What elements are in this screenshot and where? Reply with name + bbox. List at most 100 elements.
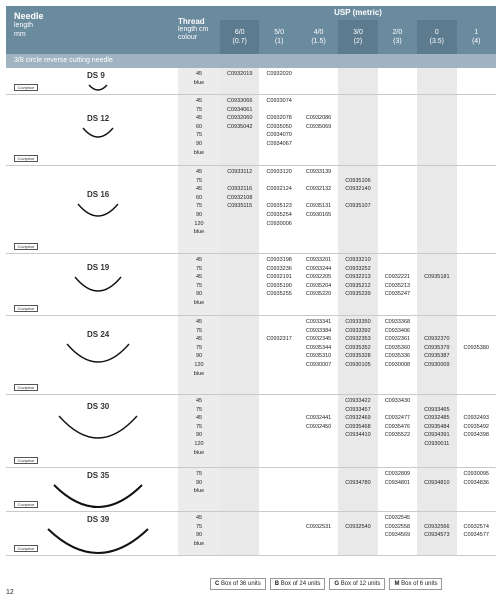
product-code: C0934061 <box>227 106 253 113</box>
product-code: C0932140 <box>345 186 371 193</box>
thread-sub-colour: colour <box>178 34 198 41</box>
needle-row: DS 12 Coviprice 45 75 45 60 75 90 blue C0933066 C0… <box>6 95 496 166</box>
usp-cell: C0933198 C0933236 C0932191 C0935190 C0935255 <box>259 254 298 315</box>
legend-letter: G <box>334 581 340 587</box>
product-code: C0930008 <box>384 361 411 368</box>
needle-header: Needle length mm <box>14 11 44 39</box>
usp-cell <box>457 95 496 165</box>
thread-value: 45 <box>195 169 203 175</box>
product-code: C0932108 <box>227 194 253 201</box>
legend-letter: C <box>215 581 220 587</box>
product-code: C0933422 <box>345 398 371 404</box>
product-code <box>259 106 298 115</box>
product-code <box>457 406 496 415</box>
usp-cell: C0932545 C0932558 C0934569 <box>378 512 417 555</box>
usp-title: USP (metric) <box>334 8 382 17</box>
usp-column-0: 6/0 (0.7) <box>220 20 260 54</box>
product-code: C0930006 <box>266 220 292 227</box>
product-code: C0935131 <box>305 203 332 210</box>
product-code: C0934070 <box>266 132 292 139</box>
needle-cell: DS 9 Coviprice <box>6 68 178 94</box>
product-code <box>259 194 298 203</box>
thread-value: 120 <box>194 440 204 447</box>
product-code: C0933457 <box>345 406 371 413</box>
catalog-page: Needle length mm Thread length cm colour… <box>6 6 496 556</box>
thread-value: blue <box>193 449 205 456</box>
product-code: C0935069 <box>305 123 332 130</box>
product-code: C0930095 <box>463 471 489 477</box>
product-code <box>338 470 377 479</box>
product-code: C0935123 <box>266 203 292 210</box>
needle-row: DS 24 Coviprice 45 75 45 75 90 120 blue C0932317… <box>6 316 496 395</box>
needle-curve-icon <box>77 203 119 217</box>
product-code: C0933201 <box>305 257 332 263</box>
product-code: C0935360 <box>384 344 411 351</box>
coviprice-logo: Coviprice <box>14 243 38 250</box>
usp-column-6: 1 (4) <box>457 20 496 54</box>
legend-item: G Box of 12 units <box>329 578 386 590</box>
thread-value: 90 <box>195 532 203 539</box>
usp-cell <box>457 68 496 94</box>
thread-value: 75 <box>195 523 203 530</box>
thread-title: Thread <box>178 17 205 26</box>
product-code: C0932345 <box>305 336 332 343</box>
product-code: C0932469 <box>345 415 371 422</box>
needle-curve-icon <box>53 484 143 508</box>
product-code: C0935492 <box>463 423 489 430</box>
product-code: C0934836 <box>463 479 489 486</box>
product-code: C0935220 <box>305 291 332 298</box>
product-code: C0935468 <box>345 423 371 430</box>
product-code: C0932370 <box>424 336 450 343</box>
needle-row: DS 9 Coviprice 45 blue C0932019 C0932020 <box>6 68 496 95</box>
usp-metric: (0.7) <box>232 38 247 45</box>
product-code <box>299 106 338 115</box>
product-code <box>457 397 496 406</box>
usp-cell <box>378 95 417 165</box>
page-number: 12 <box>6 589 14 596</box>
thread-value: blue <box>193 370 205 377</box>
thread-value: blue <box>193 79 205 86</box>
product-code: C0933236 <box>266 265 292 272</box>
product-code: C0933384 <box>305 327 332 334</box>
needle-name: DS 35 <box>87 471 110 480</box>
coviprice-logo: Coviprice <box>14 457 38 464</box>
product-code: C0935247 <box>384 291 411 298</box>
usp-cell: C0932566 C0934573 <box>417 512 457 555</box>
thread-value: 75 <box>195 423 203 430</box>
product-code <box>299 514 338 523</box>
product-code: C0934573 <box>424 532 450 539</box>
product-code: C0933112 <box>227 169 253 175</box>
usp-size: 0 <box>434 29 439 36</box>
thread-value: 75 <box>195 203 203 210</box>
usp-cell: C0934810 <box>417 468 457 511</box>
product-code: C0933252 <box>345 265 371 272</box>
usp-cell: C0932531 <box>299 512 338 555</box>
thread-value: 90 <box>195 211 203 218</box>
product-code: C0933341 <box>305 319 332 325</box>
thread-value: blue <box>193 488 205 495</box>
product-code: C0935204 <box>305 282 332 289</box>
thread-value: 90 <box>195 353 203 360</box>
usp-column-2: 4/0 (1.5) <box>299 20 338 54</box>
usp-cell: C0932574 C0934577 <box>457 512 496 555</box>
product-code: C0932116 <box>227 186 253 193</box>
usp-cell <box>220 254 260 315</box>
usp-column-3: 3/0 (2) <box>338 20 378 54</box>
product-code: C0932221 <box>384 274 411 281</box>
product-code: C0932078 <box>266 115 292 122</box>
thread-value: 90 <box>195 432 203 439</box>
product-code: C0933244 <box>305 265 332 272</box>
thread-value: 75 <box>195 344 203 351</box>
product-code: C0934067 <box>266 140 292 147</box>
thread-value: blue <box>193 149 205 156</box>
usp-cell <box>417 68 457 94</box>
usp-cell <box>457 254 496 315</box>
usp-cell: C0933465 C0932485 C0935484 C0934391 C0930011 <box>417 395 457 467</box>
product-code <box>417 470 456 479</box>
needle-curve-icon <box>47 528 149 554</box>
product-code: C0935522 <box>384 432 411 439</box>
product-code: C0932477 <box>384 415 411 422</box>
thread-cell: 45 75 45 60 75 90 120 blue <box>178 166 220 253</box>
legend-letter: M <box>394 581 400 587</box>
product-code <box>417 397 456 406</box>
